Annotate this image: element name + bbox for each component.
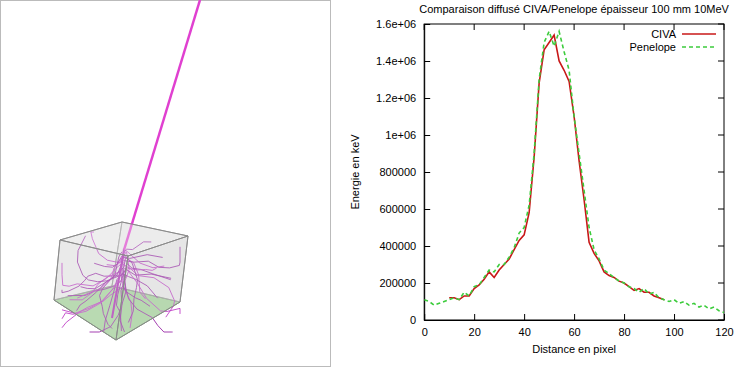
beam	[124, 0, 200, 250]
x-tick: 120	[715, 314, 733, 338]
y-tick-label: 0	[410, 314, 416, 326]
legend-swatch	[682, 33, 716, 35]
data-line	[449, 35, 664, 300]
y-tick: 800000	[379, 166, 430, 178]
y-tick: 1e+06	[385, 129, 430, 141]
y-tick-mark	[718, 135, 724, 136]
y-tick-mark	[424, 61, 430, 62]
y-tick-label: 400000	[379, 240, 416, 252]
x-tick: 40	[519, 314, 531, 338]
y-tick-label: 1.2e+06	[376, 92, 416, 104]
y-axis-title: Energie en keV	[349, 134, 361, 210]
legend-label: CIVA	[651, 28, 677, 40]
illustration	[1, 0, 331, 367]
cube-front-face	[54, 240, 128, 340]
x-tick: 60	[568, 314, 580, 338]
x-tick-mark	[574, 314, 575, 320]
y-tick-mark	[718, 283, 724, 284]
legend: CIVAPenelope	[630, 28, 717, 53]
x-tick-label: 80	[618, 326, 630, 338]
y-tick-mark	[424, 135, 430, 136]
plot-frame	[424, 24, 724, 320]
x-tick-mark	[574, 24, 575, 30]
y-tick-mark	[424, 172, 430, 173]
y-tick: 1.6e+06	[376, 18, 430, 30]
y-tick-mark	[424, 283, 430, 284]
y-tick-mark	[718, 172, 724, 173]
y-tick-label: 1.6e+06	[376, 18, 416, 30]
y-tick: 600000	[379, 203, 430, 215]
chart-title: Comparaison diffusé CIVA/Penelope épaiss…	[419, 3, 729, 15]
y-tick-label: 600000	[379, 203, 416, 215]
y-tick-label: 1.4e+06	[376, 55, 416, 67]
legend-swatch	[682, 46, 716, 48]
x-tick-mark	[474, 314, 475, 320]
illustration-frame	[1, 1, 331, 367]
x-tick-label: 20	[469, 326, 481, 338]
x-tick-mark	[524, 314, 525, 320]
y-tick-mark	[718, 246, 724, 247]
x-tick: 100	[665, 314, 683, 338]
x-tick-mark	[624, 314, 625, 320]
y-tick-label: 1e+06	[385, 129, 416, 141]
mirror-ticks	[424, 24, 724, 320]
y-tick-label: 200000	[379, 277, 416, 289]
x-axis-title: Distance en pixel	[532, 343, 616, 355]
x-axis: 0 20 40 60 80 100 120	[422, 314, 734, 338]
y-tick: 1.2e+06	[376, 92, 430, 104]
plot-area	[424, 31, 724, 312]
x-tick-label: 100	[665, 326, 683, 338]
y-tick-label: 800000	[379, 166, 416, 178]
y-tick-mark	[718, 61, 724, 62]
x-tick-label: 60	[568, 326, 580, 338]
x-tick-mark	[624, 24, 625, 30]
y-tick-mark	[424, 209, 430, 210]
legend-label: Penelope	[630, 41, 677, 53]
x-tick-label: 40	[519, 326, 531, 338]
x-tick-label: 120	[715, 326, 733, 338]
x-tick-mark	[474, 24, 475, 30]
y-tick-mark	[424, 246, 430, 247]
y-tick-mark	[424, 98, 430, 99]
y-tick-mark	[718, 98, 724, 99]
x-tick-label: 0	[422, 326, 428, 338]
y-tick: 1.4e+06	[376, 55, 430, 67]
figure: Comparaison diffusé CIVA/Penelope épaiss…	[0, 0, 744, 367]
data-line	[424, 31, 724, 312]
x-tick: 20	[469, 314, 481, 338]
x-tick: 80	[618, 314, 630, 338]
y-tick: 400000	[379, 240, 430, 252]
x-tick-mark	[674, 314, 675, 320]
cube-front-face	[116, 236, 188, 340]
x-tick-mark	[524, 24, 525, 30]
y-tick: 200000	[379, 277, 430, 289]
y-axis: 0 200000 400000 600000 800000 1e+06 1.2e+06 1.4…	[376, 18, 430, 326]
y-tick-mark	[718, 209, 724, 210]
